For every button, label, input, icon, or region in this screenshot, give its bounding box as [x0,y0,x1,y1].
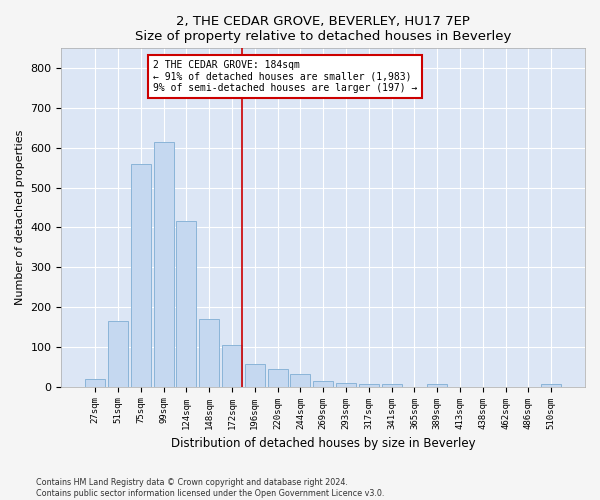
Bar [85,378,105,386]
Bar [131,164,151,386]
Bar [268,369,287,386]
Bar [359,384,379,386]
Bar [336,382,356,386]
Title: 2, THE CEDAR GROVE, BEVERLEY, HU17 7EP
Size of property relative to detached hou: 2, THE CEDAR GROVE, BEVERLEY, HU17 7EP S… [135,15,511,43]
Bar [108,321,128,386]
Bar [154,142,173,386]
Bar [541,384,561,386]
Text: Contains HM Land Registry data © Crown copyright and database right 2024.
Contai: Contains HM Land Registry data © Crown c… [36,478,385,498]
Bar [245,364,265,386]
Bar [427,384,447,386]
Y-axis label: Number of detached properties: Number of detached properties [15,130,25,305]
Bar [176,222,196,386]
Bar [199,319,219,386]
X-axis label: Distribution of detached houses by size in Beverley: Distribution of detached houses by size … [171,437,476,450]
Bar [222,345,242,387]
Bar [382,384,401,386]
Bar [313,381,333,386]
Bar [290,374,310,386]
Text: 2 THE CEDAR GROVE: 184sqm
← 91% of detached houses are smaller (1,983)
9% of sem: 2 THE CEDAR GROVE: 184sqm ← 91% of detac… [153,60,418,94]
